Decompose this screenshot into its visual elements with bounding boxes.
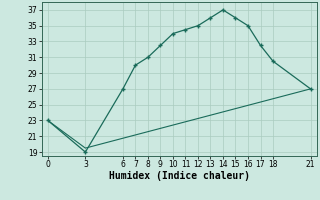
X-axis label: Humidex (Indice chaleur): Humidex (Indice chaleur) (109, 171, 250, 181)
